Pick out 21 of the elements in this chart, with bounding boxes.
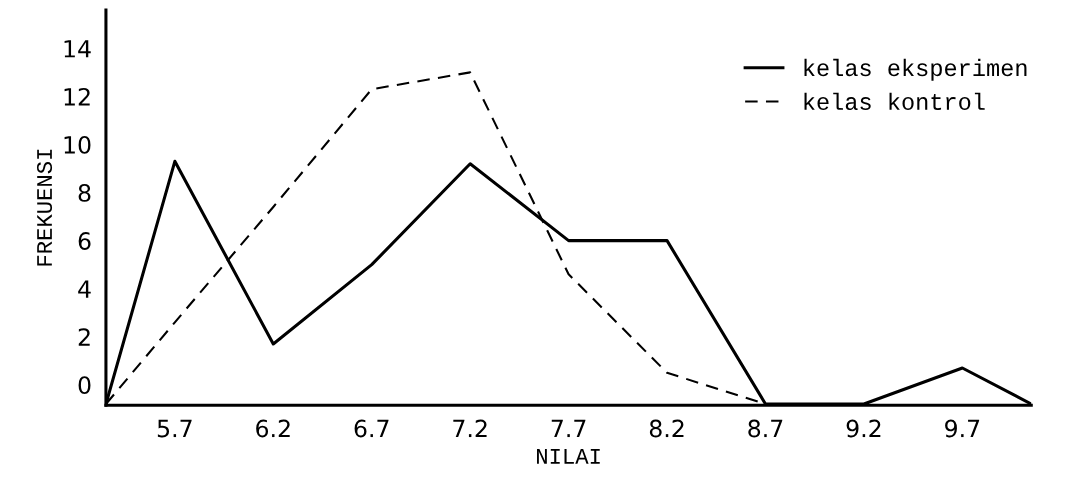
x-tick-label: 7.2 [453,419,487,438]
y-tick-label: 8 [78,184,91,202]
y-tick-label: 0 [78,376,91,395]
y-axis-title: FREKUENSI [36,149,53,266]
y-tick-label: 6 [78,232,91,250]
x-axis-title: NILAI [537,448,600,464]
x-tick-label: 7.7 [551,419,586,438]
x-tick-label: 8.2 [649,419,684,438]
x-tick-label: 6.2 [256,419,290,438]
x-tick-label: 5.7 [157,419,192,438]
x-tick-label: 9.2 [846,419,881,438]
x-tick-label: 8.7 [748,419,783,438]
x-tick-label: 6.7 [354,419,389,438]
y-tick-label: 14 [64,40,91,58]
y-tick-label: 4 [78,280,91,298]
legend-label: kelas kontrol [804,92,985,110]
y-tick-label: 12 [64,87,90,106]
y-tick-label: 2 [78,328,90,346]
y-tick-label: 10 [64,135,91,154]
legend-label: kelas eksperimen [804,58,1027,81]
x-tick-label: 9.7 [945,419,980,438]
